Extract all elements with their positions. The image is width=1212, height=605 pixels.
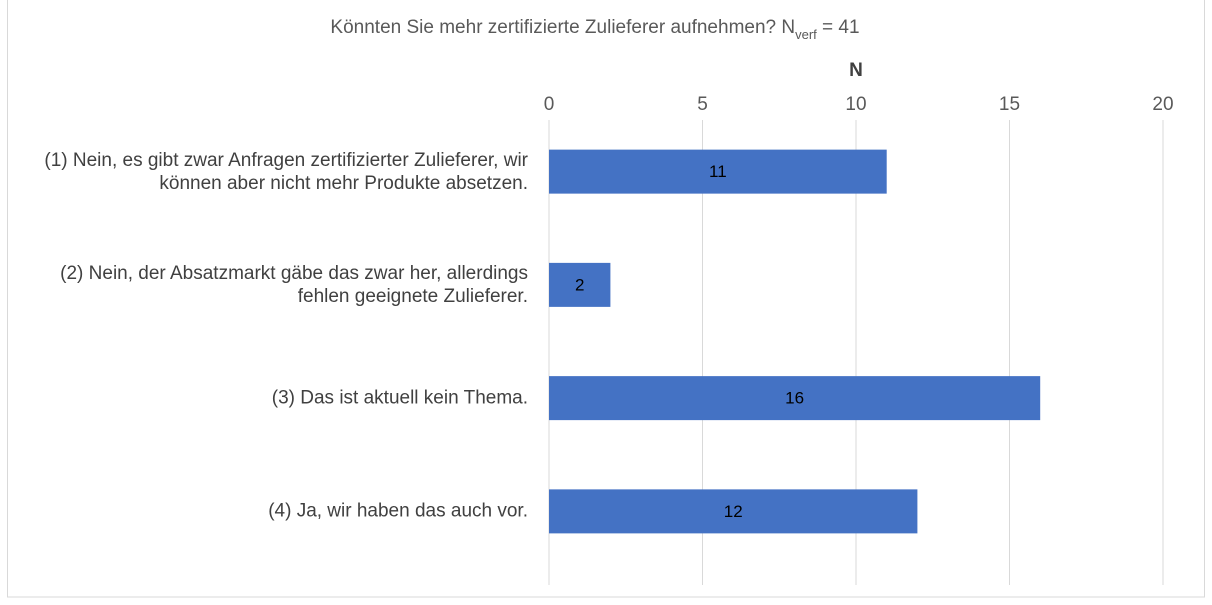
bar — [549, 489, 918, 534]
title-suffix: = 41 — [817, 17, 860, 38]
bar — [549, 376, 1041, 421]
y-tick-label: (2) Nein, der Absatzmarkt gäbe das zwar … — [60, 262, 528, 307]
data-label: 16 — [785, 389, 804, 408]
data-label: 12 — [724, 502, 743, 521]
bar — [549, 149, 887, 194]
title-main: Könnten Sie mehr zertifizierte Zuliefere… — [330, 17, 795, 38]
x-tick-label: 5 — [697, 94, 708, 115]
x-tick-label: 10 — [845, 94, 866, 115]
axis-title: N — [849, 60, 863, 81]
chart-title: Könnten Sie mehr zertifizierte Zuliefere… — [330, 17, 859, 42]
data-label: 11 — [709, 162, 727, 181]
x-tick-label: 0 — [544, 94, 555, 115]
frame — [7, 0, 1205, 598]
y-tick-label: (1) Nein, es gibt zwar Anfragen zertifiz… — [44, 149, 528, 194]
x-tick-label: 20 — [1152, 94, 1173, 115]
title-subscript: verf — [795, 27, 817, 42]
y-tick-label: (3) Das ist aktuell kein Thema. — [271, 387, 528, 409]
x-tick-label: 15 — [999, 94, 1020, 115]
data-label: 2 — [575, 275, 584, 294]
y-tick-label: (4) Ja, wir haben das auch vor. — [268, 500, 528, 522]
bar — [549, 262, 611, 307]
